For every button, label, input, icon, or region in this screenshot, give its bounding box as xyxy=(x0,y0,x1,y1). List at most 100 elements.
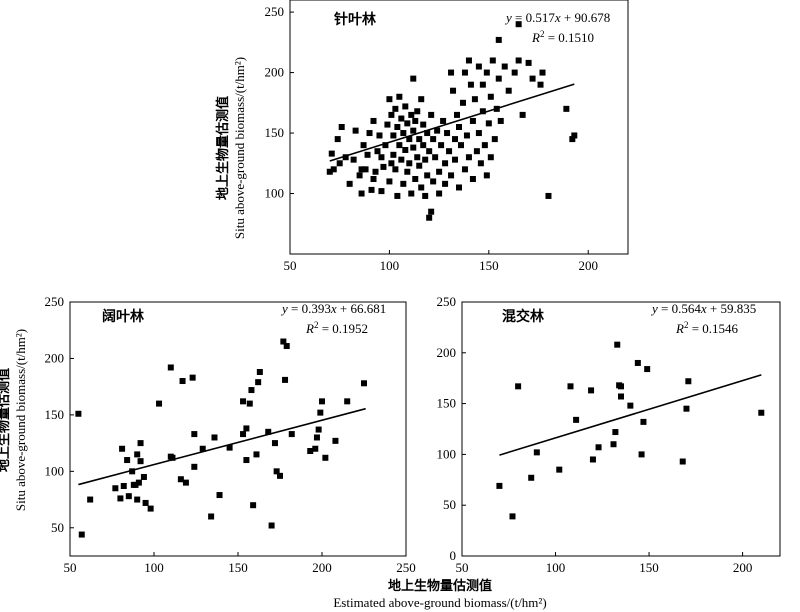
panel-broadleaf-data-point xyxy=(344,398,351,405)
panel-coniferous-data-point xyxy=(330,166,337,173)
panel-broadleaf-data-point xyxy=(112,485,119,492)
panel-coniferous-data-point xyxy=(428,111,435,118)
panel-mixed-data-point xyxy=(683,405,690,412)
panel-coniferous-plot-frame xyxy=(289,0,629,255)
panel-coniferous-data-point xyxy=(537,81,544,88)
panel-broadleaf-data-point xyxy=(142,499,149,506)
x-axis-label-en: Estimated above-ground biomass/(t/hm²) xyxy=(333,595,546,610)
panel-coniferous-data-point xyxy=(519,111,526,118)
panel-mixed-r-squared: R2 = 0.1546 xyxy=(675,320,739,336)
panel-coniferous-data-point xyxy=(426,148,433,155)
panel-coniferous-data-point xyxy=(416,162,423,169)
panel-broadleaf-data-point xyxy=(169,454,176,461)
panel-coniferous-data-point xyxy=(384,121,391,128)
panel-coniferous-data-point xyxy=(382,142,389,149)
panel-coniferous-data-point xyxy=(424,130,431,137)
panel-coniferous-data-point xyxy=(388,160,395,167)
panel-broadleaf-data-point xyxy=(135,479,142,486)
panel-broadleaf-y-tick-label: 50 xyxy=(51,520,64,535)
panel-coniferous-data-point xyxy=(442,160,449,167)
panel-coniferous-data-point xyxy=(485,120,492,127)
panel-broadleaf-y-tick-label: 200 xyxy=(45,350,65,365)
panel-coniferous-data-point xyxy=(461,69,468,76)
panel-coniferous-data-point xyxy=(416,136,423,143)
panel-broadleaf-data-point xyxy=(282,376,289,383)
panel-coniferous-data-point xyxy=(515,21,522,28)
panel-coniferous-data-point xyxy=(374,148,381,155)
panel-broadleaf-data-point xyxy=(87,496,94,503)
panel-coniferous-data-point xyxy=(378,154,385,161)
panel-broadleaf-ylabel-en: Situ above-ground biomass/(t/hm²) xyxy=(13,329,28,511)
panel-mixed-y-tick-label: 0 xyxy=(450,548,457,563)
panel-coniferous-data-point xyxy=(392,105,399,112)
panel-mixed-eq-intercept: + 59.835 xyxy=(707,301,757,316)
panel-coniferous-data-point xyxy=(440,117,447,124)
panel-coniferous-x-tick-label: 150 xyxy=(479,258,499,273)
panel-broadleaf-data-point xyxy=(332,437,339,444)
panel-coniferous-data-point xyxy=(326,168,333,175)
panel-coniferous-data-point xyxy=(386,178,393,185)
panel-broadleaf-data-point xyxy=(265,428,272,435)
panel-coniferous-data-point xyxy=(487,93,494,100)
panel-broadleaf-data-point xyxy=(319,398,325,405)
panel-coniferous-data-point xyxy=(370,176,377,183)
panel-coniferous-data-point xyxy=(338,124,345,130)
panel-coniferous-data-point xyxy=(454,111,461,118)
panel-broadleaf-eq-equals: = xyxy=(288,301,302,316)
panel-coniferous-data-point xyxy=(471,96,478,103)
panel-coniferous-data-point xyxy=(459,99,466,106)
panel-mixed-y-tick-label: 50 xyxy=(443,497,456,512)
panel-broadleaf-data-point xyxy=(322,454,329,461)
panel-coniferous-data-point xyxy=(473,148,480,155)
panel-broadleaf-data-point xyxy=(134,496,141,503)
panel-mixed-data-point xyxy=(758,409,765,416)
panel-coniferous-data-point xyxy=(463,132,470,139)
panel-coniferous-data-point xyxy=(511,69,518,76)
panel-coniferous-data-point xyxy=(481,142,488,149)
panel-coniferous-y-tick-label: 150 xyxy=(265,125,285,140)
panel-coniferous-data-point xyxy=(406,136,413,143)
panel-mixed-data-point xyxy=(556,466,563,473)
panel-broadleaf-data-point xyxy=(75,410,82,417)
panel-coniferous-data-point xyxy=(525,59,532,66)
panel-coniferous-data-point xyxy=(571,132,578,139)
panel-broadleaf-eq-lhs: y xyxy=(280,301,288,316)
panel-mixed-x-tick-label: 150 xyxy=(639,560,659,575)
panel-broadleaf-x-tick-label: 250 xyxy=(396,560,416,575)
panel-broadleaf-regression-line xyxy=(78,407,366,486)
panel-coniferous-data-point xyxy=(358,166,365,173)
panel-coniferous-data-point xyxy=(475,63,482,70)
panel-broadleaf-data-point xyxy=(268,522,275,529)
panel-coniferous-data-point xyxy=(467,81,474,88)
panel-coniferous-data-point xyxy=(400,130,407,137)
panel-coniferous-data-point xyxy=(420,142,427,149)
panel-coniferous-data-point xyxy=(479,108,486,115)
panel-mixed-data-point xyxy=(618,393,624,400)
panel-broadleaf-data-point xyxy=(248,387,255,394)
panel-coniferous-data-point xyxy=(396,93,403,100)
panel-broadleaf-data-point xyxy=(313,434,320,441)
x-axis-label-cn: 地上生物量估测值 xyxy=(388,578,492,593)
panel-mixed-eq-lhs: y xyxy=(650,301,658,316)
panel-coniferous-r-squared: R2 = 0.1510 xyxy=(531,29,594,45)
panel-coniferous-x-tick-label: 50 xyxy=(284,258,297,273)
panel-broadleaf-r2-symbol: R xyxy=(305,321,314,336)
panel-broadleaf-data-point xyxy=(132,481,139,488)
panel-coniferous-data-point xyxy=(364,151,371,158)
panel-coniferous-data-point xyxy=(444,130,451,137)
panel-mixed-data-point xyxy=(627,402,634,409)
panel-broadleaf: 50 100 150 200 250 50 100 150 200 250 阔叶林 y = 0.393… xyxy=(45,294,416,575)
panel-broadleaf-data-point xyxy=(307,448,314,455)
panel-coniferous-data-point xyxy=(404,120,411,127)
panel-coniferous-data-point xyxy=(372,168,379,175)
panel-broadleaf-data-point xyxy=(137,440,144,447)
panel-broadleaf-data-point xyxy=(240,431,247,438)
panel-broadleaf-eq-coef: 0.393 xyxy=(302,301,331,316)
panel-mixed-data-point xyxy=(679,458,686,465)
panel-coniferous-data-point xyxy=(410,127,417,134)
panel-broadleaf-data-point xyxy=(134,451,141,458)
panel-broadleaf-data-point xyxy=(208,513,215,520)
panel-coniferous-eq-intercept: + 90.678 xyxy=(561,10,611,25)
